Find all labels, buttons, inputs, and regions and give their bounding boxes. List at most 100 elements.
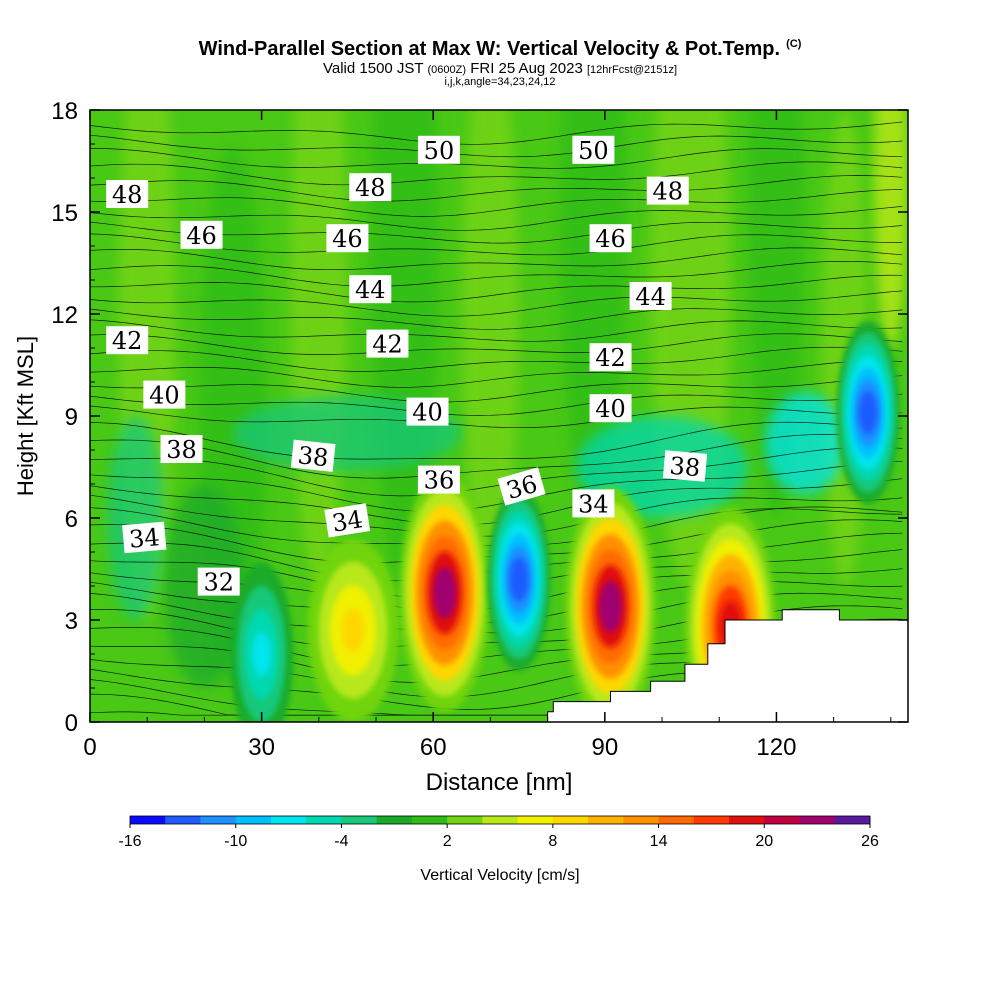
theta-label-text: 50 [424, 137, 455, 165]
theta-label: 38 [290, 439, 336, 472]
theta-label-box [417, 135, 460, 164]
theta-label-box [572, 135, 615, 164]
velocity-cell-downdraft [230, 562, 294, 722]
colorbar-segment [799, 816, 836, 824]
colorbar-segment [658, 816, 695, 824]
theta-label: 42 [366, 329, 409, 359]
velocity-cell-updraft [564, 487, 657, 722]
theta-label-box [629, 282, 672, 310]
velocity-contour-fill [599, 580, 622, 633]
theta-label-box [497, 467, 546, 506]
theta-contour [90, 308, 903, 330]
colorbar: -16 -10 -4 2 8 14 20 26 Vertical Velocity [cm/s] [118, 815, 879, 884]
y-axis-label: Height [Kft MSL] [13, 336, 38, 496]
colorbar-segment [200, 816, 237, 824]
theta-label-box [180, 220, 223, 249]
colorbar-tick-label: -10 [224, 833, 247, 850]
x-tick-label: 90 [591, 734, 618, 761]
y-tick-label: 9 [65, 404, 78, 431]
velocity-contour-fill [252, 632, 272, 676]
chart-title: Wind-Parallel Section at Max W: Vertical… [0, 38, 1000, 61]
theta-label: 38 [662, 450, 708, 483]
colorbar-segment [517, 816, 554, 824]
plot-area [90, 110, 908, 722]
theta-label-text: 50 [578, 137, 609, 165]
theta-label: 48 [646, 176, 689, 206]
theta-contour [90, 319, 903, 342]
theta-label-text: 36 [424, 467, 455, 495]
theta-label-text: 38 [668, 452, 701, 483]
colorbar-segment [130, 816, 166, 824]
theta-contour [90, 290, 903, 317]
velocity-cell-downdraft [836, 320, 900, 505]
theta-label: 50 [417, 135, 460, 165]
theta-label-text: 38 [166, 436, 197, 464]
chart-subtitle: Valid 1500 JST (0600Z) FRI 25 Aug 2023 [… [0, 60, 1000, 77]
theta-contour [90, 333, 903, 355]
theta-label: 40 [143, 380, 186, 410]
theta-label-box [366, 329, 409, 358]
theta-label-text: 32 [203, 569, 234, 597]
theta-label-box [143, 380, 186, 409]
y-tick-label: 18 [51, 98, 78, 125]
theta-label: 44 [629, 282, 672, 311]
theta-label-text: 46 [332, 225, 363, 253]
theta-label-text: 42 [372, 331, 403, 359]
theta-contour [90, 233, 903, 256]
theta-label: 34 [572, 489, 615, 518]
theta-contour [90, 460, 903, 512]
theta-label: 42 [589, 343, 632, 372]
theta-label-text: 40 [149, 382, 180, 410]
colorbar-segment [447, 816, 483, 824]
theta-label-box [406, 397, 449, 426]
theta-label-box [572, 489, 615, 518]
forecast-info: [12hrFcst@2151z] [586, 64, 678, 76]
theta-label: 34 [324, 503, 371, 538]
colorbar-frame [129, 815, 871, 825]
theta-label: 40 [589, 394, 632, 423]
theta-label-text: 38 [296, 441, 329, 472]
theta-label-text: 44 [355, 276, 386, 304]
colorbar-segment [165, 816, 201, 824]
theta-contour [90, 148, 903, 169]
theta-label: 38 [160, 435, 203, 464]
theta-contour [90, 346, 903, 372]
colorbar-segment [693, 816, 730, 824]
theta-label-text: 34 [330, 505, 365, 537]
y-tick-label: 15 [51, 200, 78, 227]
velocity-contour-fill [509, 557, 529, 602]
theta-label-box [349, 173, 392, 202]
x-axis-label: Distance [nm] [426, 769, 573, 796]
colorbar-segment [588, 816, 624, 824]
theta-label: 32 [197, 567, 240, 597]
colorbar-segment [834, 816, 871, 824]
field-streak [107, 416, 165, 620]
theta-label-text: 42 [595, 344, 626, 372]
field-streak [233, 395, 462, 471]
velocity-cell-updraft [307, 538, 399, 722]
theta-label-text: 44 [635, 283, 666, 311]
theta-contour [90, 434, 903, 479]
x-tick-label: 30 [248, 734, 275, 761]
theta-label-box [349, 275, 392, 304]
theta-label-box [646, 176, 689, 205]
colorbar-segment [729, 816, 765, 824]
theta-contour [90, 260, 903, 287]
colorbar-segment [411, 816, 448, 824]
velocity-contour-fill [858, 390, 878, 435]
theta-label-box [589, 343, 632, 372]
y-tick-label: 0 [65, 710, 78, 737]
valid-time: Valid 1500 JST [322, 60, 424, 77]
field-streak [764, 392, 846, 495]
theta-label: 36 [417, 465, 460, 495]
colorbar-segment [623, 816, 660, 824]
theta-label-text: 46 [186, 222, 217, 250]
colorbar-tick-label: 14 [650, 833, 668, 850]
theta-label-box [417, 465, 460, 494]
theta-contour [90, 447, 903, 497]
velocity-cell-updraft [398, 473, 491, 712]
colorbar-label: Vertical Velocity [cm/s] [420, 867, 579, 884]
theta-contour [90, 405, 903, 429]
